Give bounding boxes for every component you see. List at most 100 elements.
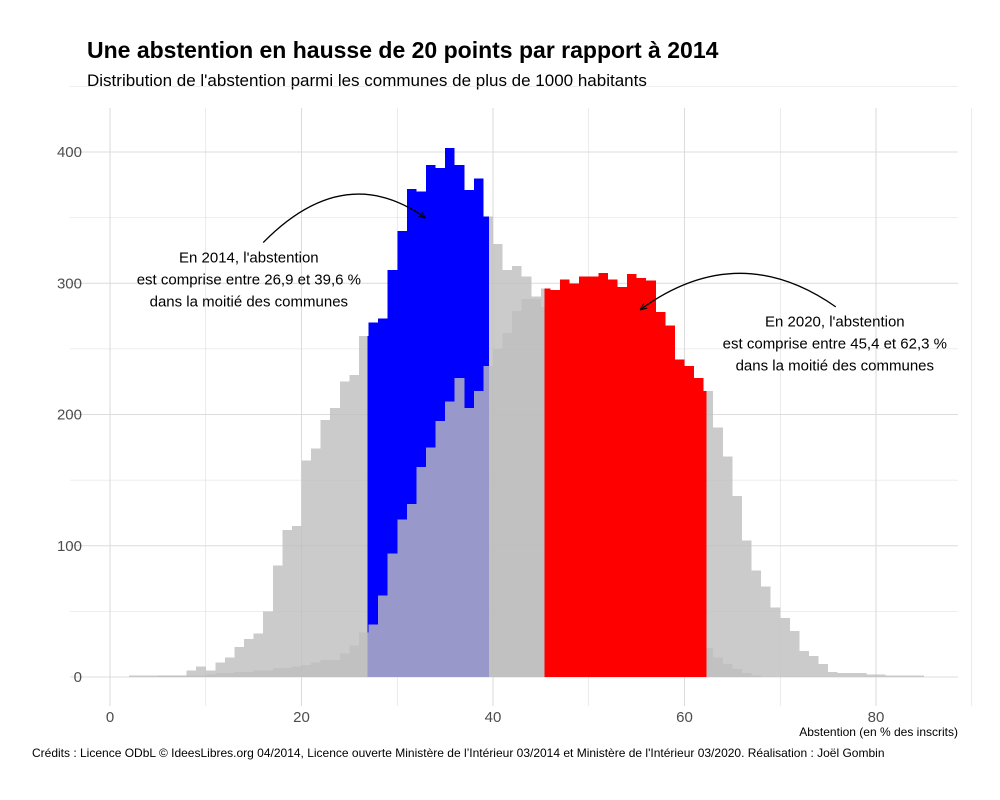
bar-2020-8 bbox=[186, 675, 197, 677]
annotation-text-line: En 2020, l'abstention bbox=[765, 314, 905, 331]
bar-2020-80 bbox=[876, 674, 886, 677]
bar-2020-57 bbox=[655, 312, 666, 677]
bar-2020-5 bbox=[157, 675, 168, 677]
bar-2020-25 bbox=[349, 645, 359, 677]
y-tick-label: 400 bbox=[57, 144, 82, 161]
bar-2020-34 bbox=[435, 421, 446, 677]
bar-2020-84 bbox=[914, 675, 924, 677]
x-tick-label: 20 bbox=[293, 709, 310, 726]
bar-2014-26 bbox=[367, 335, 369, 677]
bar-2014-25 bbox=[349, 375, 359, 677]
bar-2020-27 bbox=[368, 624, 379, 677]
bar-2020-37 bbox=[464, 407, 474, 677]
bar-2014-24 bbox=[339, 381, 350, 677]
bar-2020-51 bbox=[598, 272, 608, 677]
bar-2014-26 bbox=[358, 335, 368, 677]
bar-2020-40 bbox=[493, 348, 503, 677]
bar-2014-12 bbox=[224, 657, 235, 677]
bar-2020-21 bbox=[311, 662, 321, 677]
bar-2020-61 bbox=[694, 377, 704, 677]
bar-2014-28 bbox=[378, 318, 388, 677]
bar-2020-55 bbox=[636, 278, 647, 677]
bar-2020-14 bbox=[244, 671, 254, 677]
axes: 0 20 40 60 80 0 100 200 300 400 Abstention (en % d… bbox=[57, 144, 958, 739]
bar-2014-9 bbox=[196, 666, 206, 677]
bar-2020-62 bbox=[706, 390, 714, 677]
bar-2014-27 bbox=[368, 322, 379, 677]
bar-2020-49 bbox=[579, 276, 589, 677]
bar-2020-28 bbox=[378, 595, 388, 677]
bar-2014-29 bbox=[387, 270, 398, 677]
bar-2014-16 bbox=[263, 611, 273, 677]
bar-2014-11 bbox=[215, 662, 225, 677]
bar-2020-45 bbox=[540, 288, 545, 677]
bar-2014-32 bbox=[416, 191, 426, 677]
bar-2014-22 bbox=[320, 419, 331, 677]
bar-2020-22 bbox=[320, 659, 331, 677]
bar-2014-21 bbox=[311, 448, 321, 677]
bar-2020-70 bbox=[780, 617, 790, 677]
annotation-1: En 2014, l'abstention est comprise entre … bbox=[137, 193, 425, 310]
bar-2020-39 bbox=[483, 365, 493, 677]
bar-2020-71 bbox=[789, 631, 800, 677]
bar-2020-16 bbox=[263, 670, 273, 677]
bar-2020-10 bbox=[205, 674, 216, 677]
bar-2020-4 bbox=[148, 675, 158, 677]
bar-2020-76 bbox=[837, 673, 848, 677]
bar-2020-44 bbox=[531, 299, 541, 677]
bar-2014-33 bbox=[425, 165, 436, 677]
annotation-text-line: dans la moitié des communes bbox=[150, 293, 348, 310]
bar-2020-73 bbox=[808, 656, 819, 677]
bar-2020-11 bbox=[215, 673, 225, 677]
annotation-arrow bbox=[262, 193, 425, 244]
bar-2020-6 bbox=[167, 675, 178, 677]
bar-2020-45 bbox=[544, 288, 551, 677]
bar-2020-3 bbox=[138, 675, 149, 677]
bar-2014-23 bbox=[330, 407, 340, 677]
bar-2020-35 bbox=[445, 401, 455, 677]
annotation-text-line: En 2014, l'abstention bbox=[179, 249, 319, 266]
annotation-2: En 2020, l'abstention est comprise entre … bbox=[640, 272, 947, 375]
bar-2020-81 bbox=[885, 675, 896, 677]
bar-2020-68 bbox=[761, 586, 771, 677]
bar-2020-43 bbox=[521, 299, 532, 677]
bar-2020-60 bbox=[684, 365, 695, 677]
bar-2020-67 bbox=[751, 570, 762, 677]
bar-2020-15 bbox=[253, 670, 264, 677]
bar-2014-8 bbox=[186, 670, 197, 677]
bar-2020-24 bbox=[339, 653, 350, 677]
bar-2020-38 bbox=[473, 390, 484, 677]
bar-2014-18 bbox=[282, 530, 292, 677]
bar-2020-64 bbox=[722, 456, 733, 677]
bar-2014-14 bbox=[244, 638, 254, 677]
bar-2014-10 bbox=[205, 670, 216, 677]
bar-2020-50 bbox=[588, 276, 599, 677]
bar-2020-66 bbox=[741, 540, 752, 677]
annotation-arrow bbox=[640, 272, 837, 309]
bar-2020-18 bbox=[282, 667, 292, 677]
bar-2020-69 bbox=[770, 607, 781, 677]
bar-2020-9 bbox=[196, 675, 206, 677]
annotation-text-line: est comprise entre 45,4 et 62,3 % bbox=[723, 336, 947, 353]
bar-2020-47 bbox=[560, 279, 570, 677]
bar-2014-20 bbox=[301, 460, 312, 677]
credits: Crédits : Licence ODbL © IdeesLibres.org… bbox=[32, 746, 885, 760]
annotation-text-line: est comprise entre 26,9 et 39,6 % bbox=[137, 271, 361, 288]
annotations: En 2014, l'abstention est comprise entre … bbox=[137, 193, 947, 375]
bar-2020-53 bbox=[617, 287, 628, 677]
bar-2020-79 bbox=[866, 674, 876, 677]
bar-2020-63 bbox=[713, 427, 723, 677]
bar-2020-32 bbox=[416, 467, 426, 677]
bar-2020-48 bbox=[569, 283, 580, 677]
bar-2020-20 bbox=[301, 665, 312, 677]
bar-2020-54 bbox=[627, 274, 637, 677]
y-tick-label: 200 bbox=[57, 407, 82, 424]
bar-2014-30 bbox=[397, 230, 407, 677]
bar-2020-42 bbox=[512, 310, 522, 677]
y-tick-label: 300 bbox=[57, 275, 82, 292]
bar-2020-13 bbox=[234, 671, 245, 677]
bar-2020-23 bbox=[330, 659, 340, 677]
bar-2020-72 bbox=[799, 650, 809, 677]
bar-2020-83 bbox=[904, 675, 915, 677]
